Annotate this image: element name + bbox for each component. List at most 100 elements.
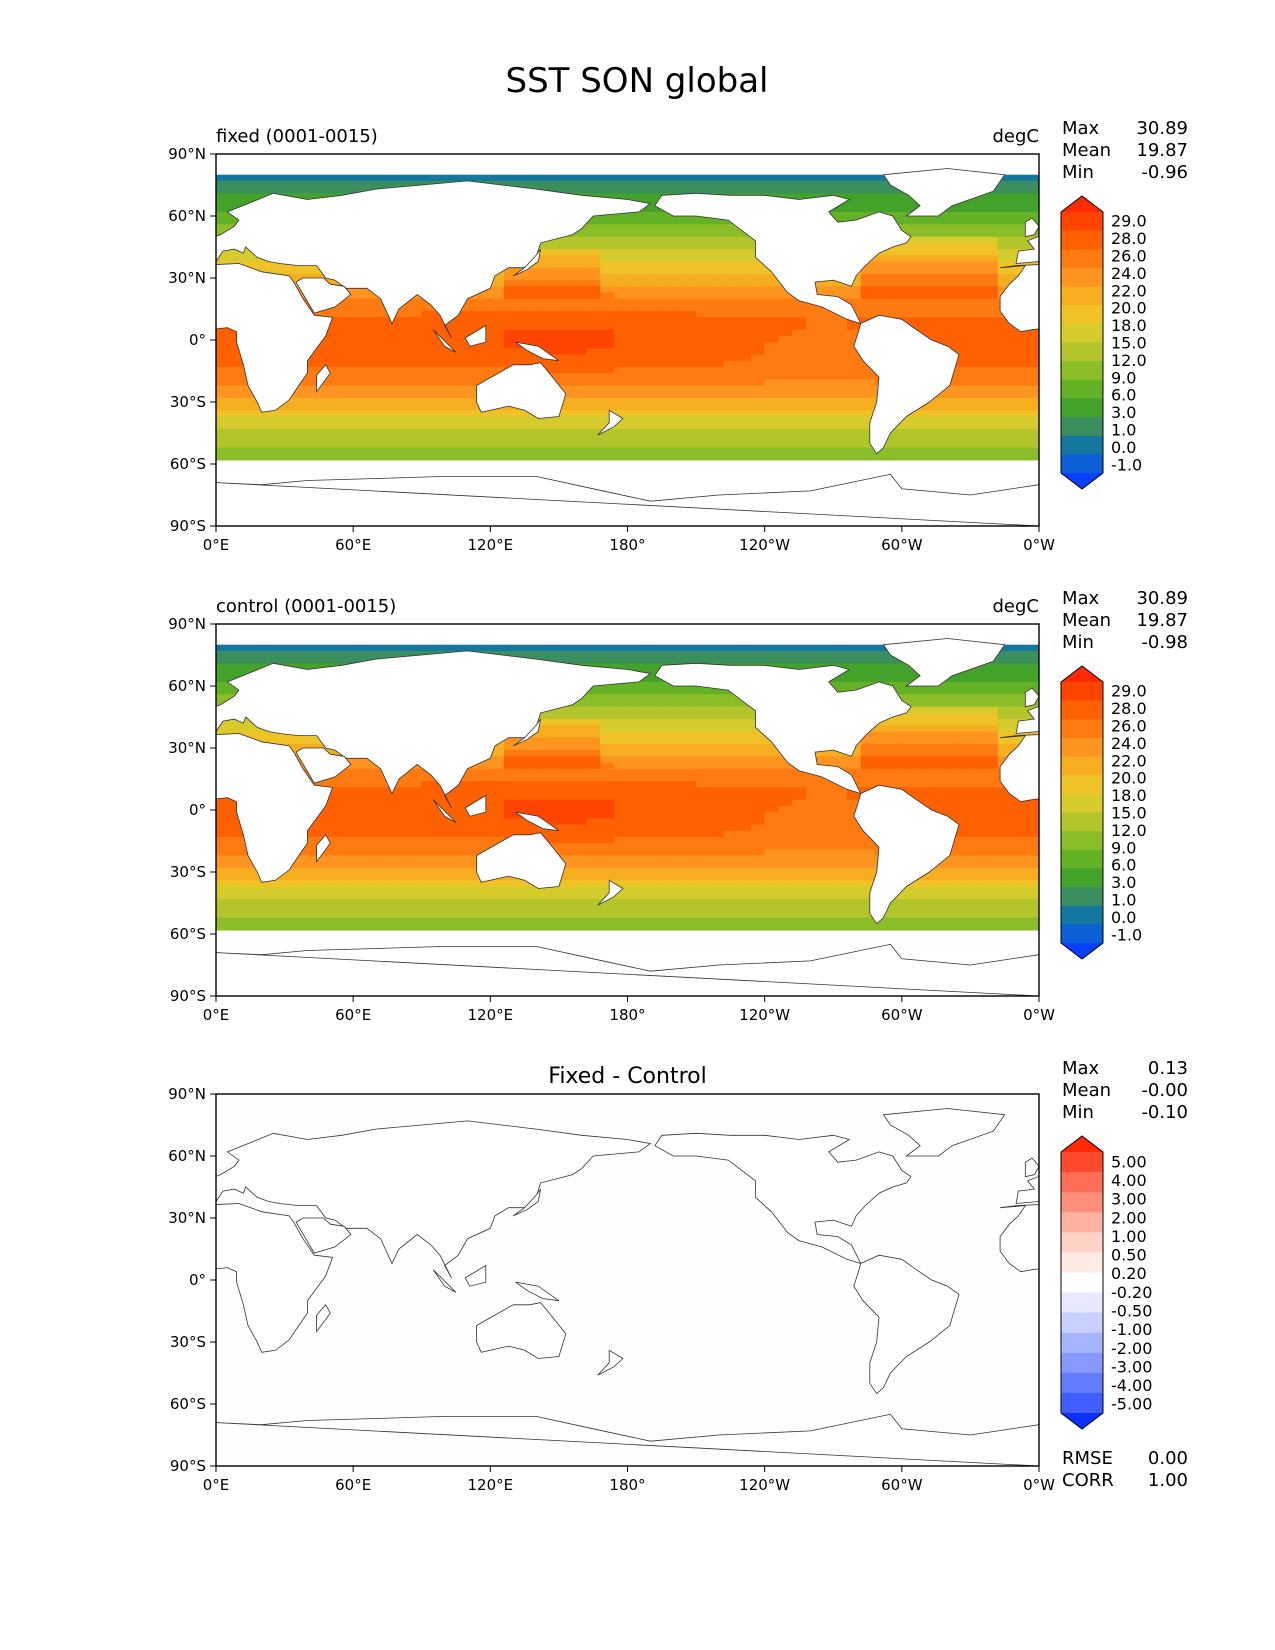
- y-tick-label: 60°N: [168, 1147, 206, 1165]
- stat-value: 30.89: [1136, 118, 1188, 139]
- land-outline: [999, 264, 1039, 333]
- land-outline: [31, 1255, 136, 1394]
- land-outline: [295, 747, 352, 784]
- colorbar-label: 22.0: [1111, 751, 1147, 770]
- stat-value: 0.13: [1148, 1058, 1188, 1079]
- colorbar-outline: [1060, 1135, 1104, 1430]
- colorbar-swatch: [1061, 905, 1103, 925]
- colorbar-swatch: [1061, 398, 1103, 418]
- land-outline: [31, 785, 136, 924]
- colorbar-swatch: [1061, 831, 1103, 851]
- y-tick-label: 90°N: [168, 615, 206, 633]
- land-outline: [476, 362, 567, 419]
- colorbar-swatch: [1061, 812, 1103, 832]
- y-tick-label: 60°N: [168, 677, 206, 695]
- y-tick-label: 60°S: [170, 925, 206, 943]
- colorbar-label: -4.00: [1111, 1376, 1152, 1395]
- colorbar-label: 1.0: [1111, 421, 1136, 440]
- x-tick-label: 60°W: [881, 1476, 923, 1494]
- colorbar-label: 15.0: [1111, 334, 1147, 353]
- y-tick-label: 30°N: [168, 1209, 206, 1227]
- land-outline: [476, 832, 567, 889]
- colorbar-label: 20.0: [1111, 299, 1147, 318]
- land-outline: [464, 794, 487, 817]
- stat-label: Mean: [1062, 140, 1111, 161]
- land-outline: [654, 1132, 912, 1265]
- colorbar-label: 1.0: [1111, 891, 1136, 910]
- stat-label: Min: [1062, 1102, 1094, 1123]
- colorbar-swatch: [1061, 1392, 1103, 1414]
- colorbar-swatch: [1061, 342, 1103, 362]
- colorbar-extend-bottom: [1061, 473, 1103, 489]
- land-outline: [476, 1302, 567, 1359]
- land-outline: [464, 1264, 487, 1287]
- x-tick-label: 120°W: [739, 536, 790, 554]
- land-outline: [882, 638, 1006, 687]
- colorbar-label: 28.0: [1111, 699, 1147, 718]
- stat-value: -0.00: [1141, 1080, 1188, 1101]
- x-tick-label: 120°E: [468, 1476, 514, 1494]
- colorbar-label: 5.00: [1111, 1152, 1147, 1171]
- colorbar: 29.028.026.024.022.020.018.015.012.09.06…: [1060, 195, 1147, 490]
- colorbar-swatch: [1061, 1232, 1103, 1253]
- stat-value: 19.87: [1136, 610, 1188, 631]
- land-outline: [1015, 705, 1039, 734]
- colorbar-label: 6.0: [1111, 386, 1136, 405]
- land-outline: [1024, 217, 1039, 238]
- land-outline: [295, 277, 352, 314]
- stat-label: CORR: [1062, 1470, 1114, 1491]
- land-outline: [853, 314, 960, 455]
- x-tick-label: 0°E: [203, 1476, 230, 1494]
- y-tick-label: 90°N: [168, 145, 206, 163]
- colorbar-label: 1.00: [1111, 1227, 1147, 1246]
- land-outline: [216, 1120, 652, 1279]
- stat-label: Min: [1062, 632, 1094, 653]
- stat-value: -0.10: [1141, 1102, 1188, 1123]
- land-outline: [882, 168, 1006, 217]
- colorbar-label: 12.0: [1111, 351, 1147, 370]
- land-outline: [853, 784, 960, 925]
- x-tick-label: 60°W: [881, 536, 923, 554]
- land-outline: [512, 718, 541, 747]
- colorbar: 5.004.003.002.001.000.500.20-0.20-0.50-1…: [1060, 1135, 1152, 1430]
- colorbar-swatch: [1061, 924, 1103, 944]
- colorbar-swatch: [1061, 756, 1103, 776]
- colorbar-label: 0.50: [1111, 1246, 1147, 1265]
- land-outline: [432, 329, 457, 353]
- colorbar-extend-top: [1061, 666, 1103, 682]
- colorbar-swatch: [1061, 379, 1103, 399]
- land-outline: [0, 663, 88, 793]
- stat-label: Max: [1062, 588, 1100, 609]
- land-outline: [0, 1133, 88, 1263]
- x-tick-label: 0°E: [203, 1006, 230, 1024]
- x-tick-label: 120°E: [468, 1006, 514, 1024]
- land-outline: [1256, 800, 1275, 823]
- land-outline: [654, 662, 912, 795]
- colorbar-swatch: [1061, 793, 1103, 813]
- colorbar-swatch: [1061, 1372, 1103, 1394]
- colorbar-swatch: [1061, 1252, 1103, 1273]
- land-outline: [316, 1304, 331, 1333]
- stat-label: Max: [1062, 1058, 1100, 1079]
- sst-field: [216, 168, 1039, 526]
- units-label: degC: [993, 596, 1040, 617]
- land-outline: [464, 324, 487, 347]
- y-tick-label: 0°: [189, 331, 206, 349]
- land-outline: [1015, 235, 1039, 264]
- land-outline: [316, 834, 331, 863]
- land-outline: [216, 650, 652, 809]
- colorbar-label: 29.0: [1111, 682, 1147, 701]
- colorbar-label: -0.50: [1111, 1302, 1152, 1321]
- colorbar-label: 3.0: [1111, 873, 1136, 892]
- y-tick-label: 30°S: [170, 1333, 206, 1351]
- colorbar-swatch: [1061, 737, 1103, 757]
- stat-value: 0.00: [1148, 1448, 1188, 1469]
- y-tick-label: 60°N: [168, 207, 206, 225]
- colorbar-extend-bottom: [1061, 943, 1103, 959]
- stat-label: Mean: [1062, 1080, 1111, 1101]
- land-outline: [853, 1254, 960, 1395]
- colorbar-outline: [1060, 195, 1104, 490]
- x-tick-label: 60°E: [335, 536, 371, 554]
- land-outline: [316, 364, 331, 393]
- colorbar-outline: [1060, 665, 1104, 960]
